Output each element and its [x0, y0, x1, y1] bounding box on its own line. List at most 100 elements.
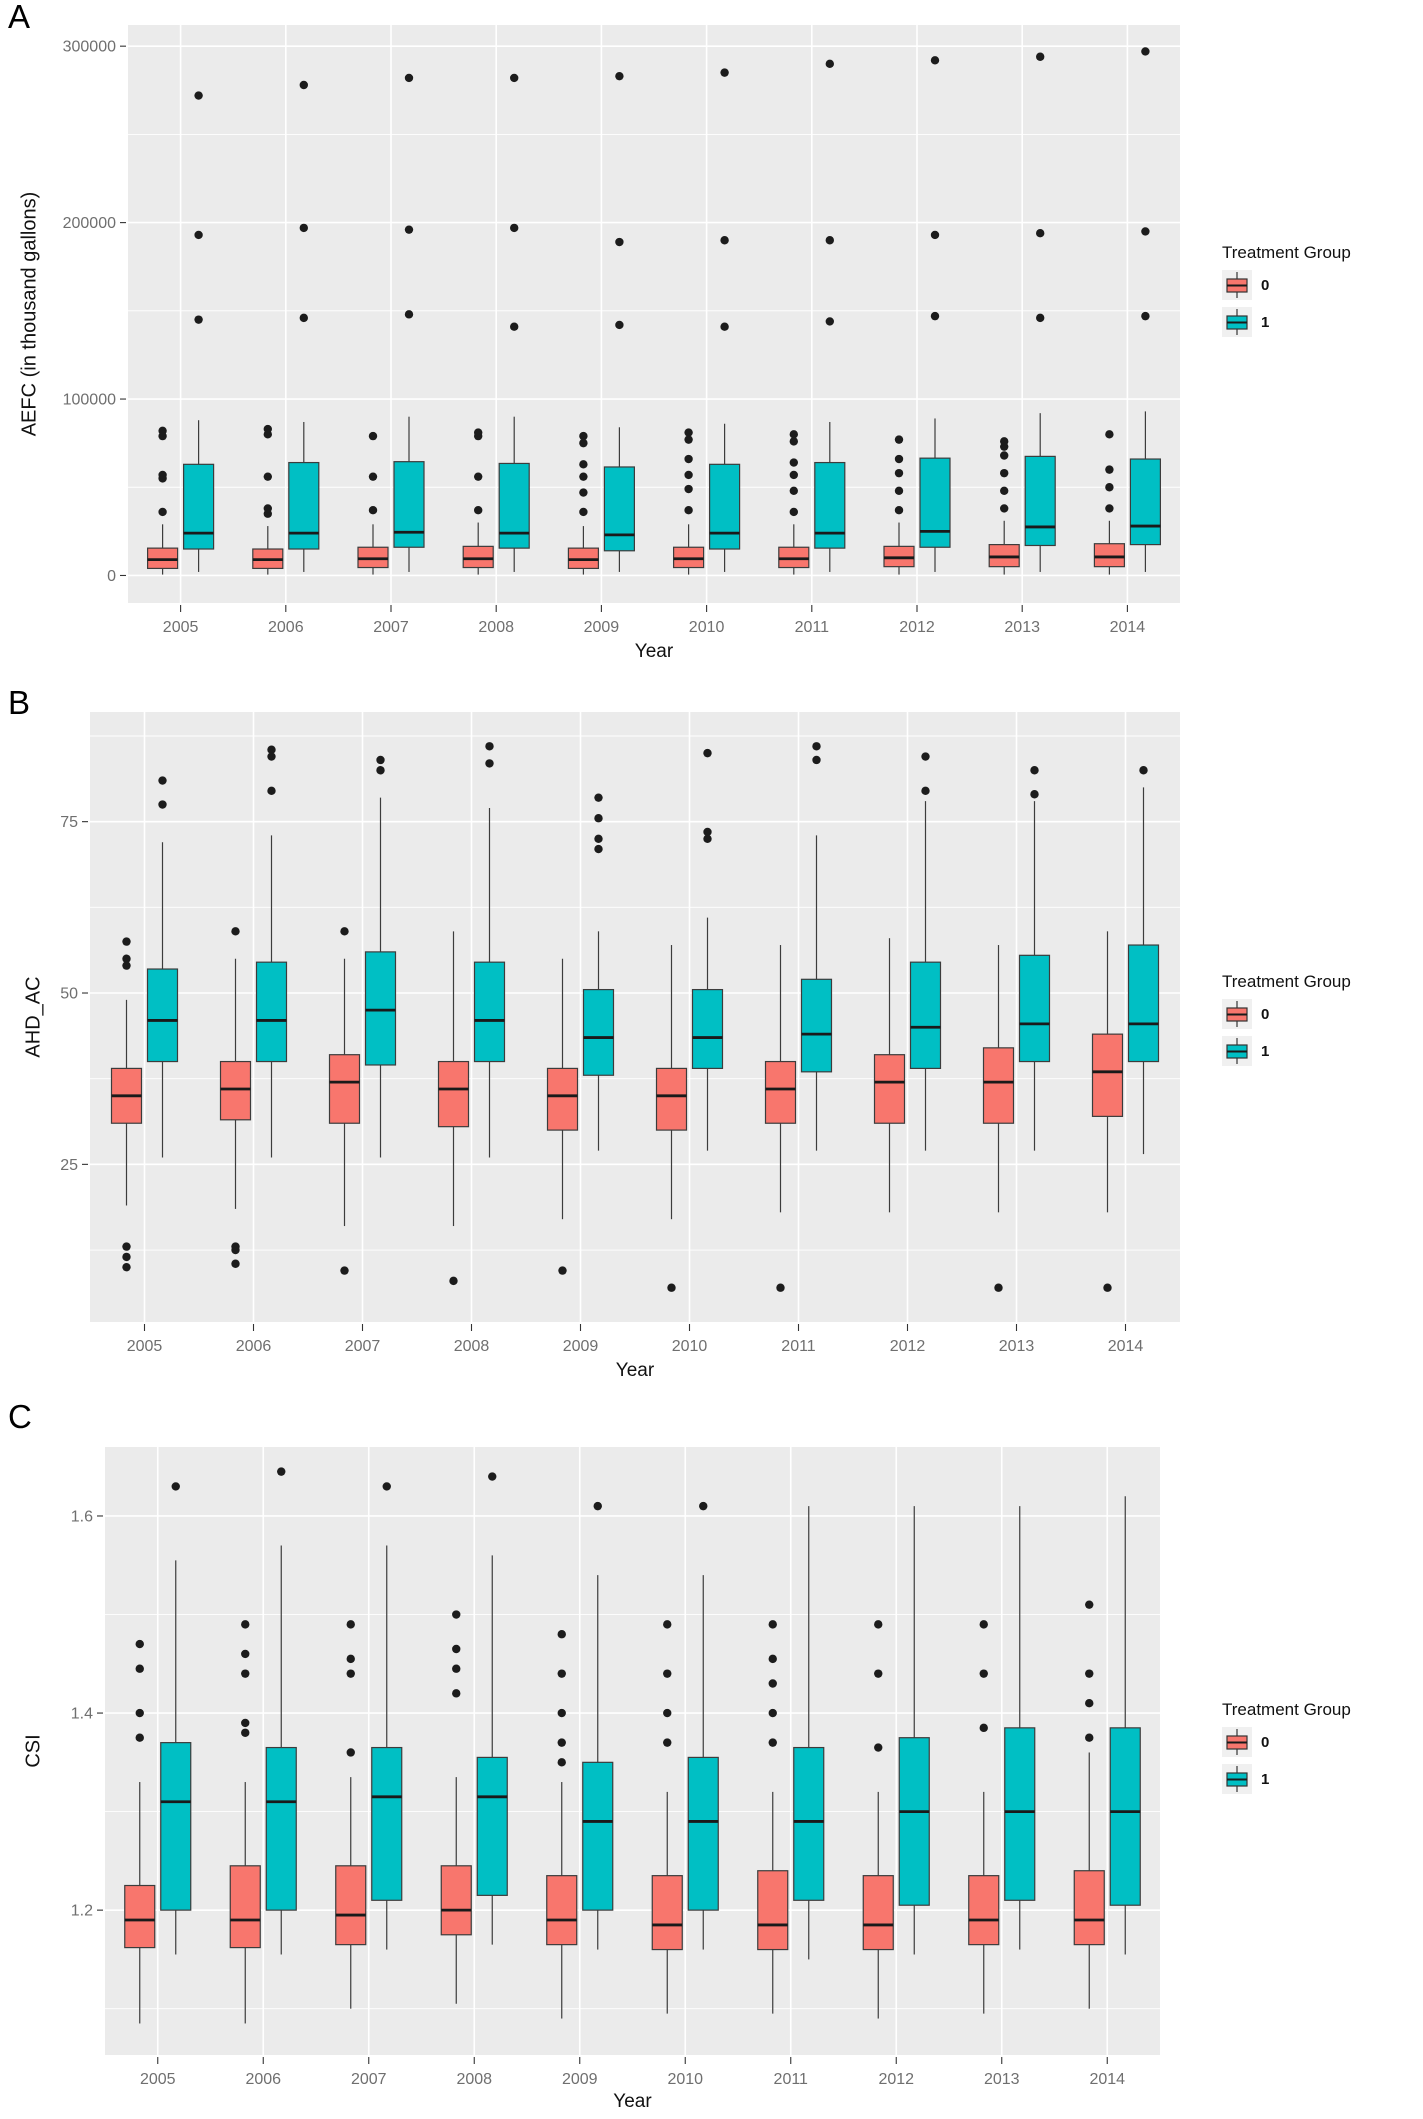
box-2007-group0	[328, 927, 361, 1275]
box-2007-group0	[335, 1620, 367, 2009]
x-tick-label: 2006	[268, 619, 304, 636]
box-iqr	[603, 466, 636, 552]
x-tick-label: 2008	[456, 2071, 492, 2088]
outlier-point	[122, 961, 131, 970]
outlier-point	[1036, 228, 1045, 238]
outlier-point	[1105, 483, 1114, 492]
box-iqr	[160, 1742, 192, 1911]
outlier-point	[703, 834, 712, 843]
box-2014-group0	[1073, 1600, 1105, 2009]
outlier-point	[921, 786, 930, 796]
y-tick-label: 200000	[63, 215, 116, 232]
x-tick-label: 2009	[584, 619, 620, 636]
box-2009-group0	[567, 431, 600, 575]
box-2010-group0	[655, 945, 688, 1292]
box-2011-group0	[778, 430, 810, 575]
outlier-point	[768, 1738, 777, 1747]
outlier-point	[263, 424, 272, 434]
outlier-point	[1036, 52, 1045, 61]
box-iqr	[651, 1875, 683, 1951]
box-2011-group1	[793, 1506, 825, 1960]
legend-item-label: 1	[1261, 313, 1270, 331]
box-iqr	[183, 463, 215, 550]
outlier-point	[1000, 451, 1009, 460]
outlier-point	[979, 1620, 988, 1629]
outlier-point	[579, 438, 588, 448]
legend-key-boxplot-icon	[1222, 1764, 1252, 1794]
outlier-point	[122, 1262, 131, 1272]
outlier-point	[158, 507, 167, 517]
outlier-point	[684, 505, 693, 515]
outlier-point	[267, 786, 276, 796]
y-tick-label: 0	[107, 568, 116, 585]
box-2005-group0	[147, 426, 179, 575]
legend-title: Treatment Group	[1222, 243, 1351, 262]
box-iqr	[757, 1870, 789, 1951]
outlier-point	[135, 1664, 144, 1673]
outlier-point	[267, 752, 276, 761]
box-2013-group0	[968, 1620, 1000, 2014]
box-2014-group1	[1127, 766, 1160, 1155]
y-tick-label: 1.6	[71, 1508, 93, 1525]
box-iqr	[498, 462, 530, 549]
box-iqr	[393, 461, 425, 548]
panel-letter-a: A	[8, 0, 31, 35]
box-iqr	[473, 961, 506, 1063]
x-tick-label: 2005	[140, 2071, 176, 2088]
box-iqr	[814, 461, 846, 549]
outlier-point	[594, 844, 603, 854]
outlier-point	[1141, 47, 1150, 56]
outlier-point	[299, 223, 308, 233]
y-tick-label: 1.4	[71, 1706, 93, 1723]
box-2012-group1	[909, 752, 942, 1151]
box-2013-group0	[982, 945, 1015, 1292]
box-iqr	[655, 1067, 688, 1131]
box-2006-group0	[252, 424, 284, 575]
box-iqr	[437, 1060, 470, 1128]
box-2009-group0	[546, 958, 579, 1275]
x-tick-label: 2008	[454, 1338, 490, 1355]
outlier-point	[789, 507, 798, 517]
outlier-point	[368, 431, 378, 441]
box-2013-group1	[1018, 766, 1051, 1151]
legend-item-0: 0	[1222, 999, 1422, 1029]
outlier-point	[703, 748, 712, 758]
boxplot-chart-a: 0 100000 200000 300000 2005 2006 2007 2008 2009 2…	[63, 25, 1180, 636]
outlier-point	[368, 505, 378, 515]
outlier-point	[684, 435, 693, 444]
y-tick-label: 25	[60, 1157, 78, 1174]
legend-item-1: 1	[1222, 307, 1422, 337]
outlier-point	[894, 486, 904, 495]
box-2006-group1	[265, 1467, 297, 1955]
outlier-point	[299, 313, 308, 323]
outlier-point	[894, 505, 904, 515]
x-tick-label: 2011	[781, 1338, 816, 1355]
outlier-point	[263, 504, 272, 513]
outlier-point	[340, 927, 349, 936]
outlier-point	[699, 1501, 708, 1511]
box-iqr	[1129, 458, 1162, 546]
outlier-point	[874, 1620, 883, 1629]
outlier-point	[1085, 1669, 1094, 1678]
box-2005-group0	[124, 1639, 156, 2024]
outlier-point	[241, 1669, 250, 1678]
x-tick-label: 2012	[878, 2071, 914, 2088]
outlier-point	[593, 1501, 602, 1511]
box-2010-group1	[691, 748, 724, 1151]
outlier-point	[684, 428, 693, 437]
box-2011-group1	[800, 742, 833, 1151]
x-tick-label: 2009	[562, 2071, 598, 2088]
x-tick-label: 2010	[689, 619, 725, 636]
box-2009-group1	[582, 793, 615, 1151]
outlier-point	[812, 742, 821, 751]
panel-a: 0 100000 200000 300000 2005 2006 2007 2008 2009 2…	[0, 0, 1423, 680]
outlier-point	[122, 1242, 131, 1251]
box-iqr	[708, 463, 741, 550]
outlier-point	[789, 430, 798, 439]
box-2005-group0	[110, 937, 143, 1272]
x-tick-label: 2007	[345, 1338, 381, 1355]
box-iqr	[1024, 455, 1056, 547]
x-tick-label: 2007	[351, 2071, 387, 2088]
outlier-point	[874, 1743, 883, 1752]
